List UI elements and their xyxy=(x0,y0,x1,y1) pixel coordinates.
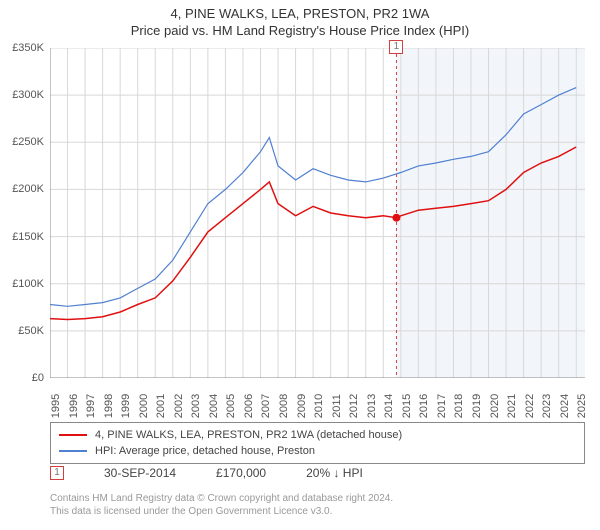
x-tick-label: 1997 xyxy=(85,394,97,418)
credits: Contains HM Land Registry data © Crown c… xyxy=(50,492,585,518)
y-tick-label: £200K xyxy=(12,183,44,195)
x-tick-label: 2014 xyxy=(383,394,395,418)
credits-line-2: This data is licensed under the Open Gov… xyxy=(50,505,585,518)
sale-pct: 20% ↓ HPI xyxy=(306,466,363,480)
x-tick-label: 1995 xyxy=(50,394,62,418)
sale-price: £170,000 xyxy=(216,466,266,480)
x-tick-label: 2024 xyxy=(559,394,571,418)
y-axis: £0£50K£100K£150K£200K£250K£300K£350K xyxy=(0,48,48,378)
credits-line-1: Contains HM Land Registry data © Crown c… xyxy=(50,492,585,505)
y-tick-label: £50K xyxy=(18,325,44,337)
legend-row-1: 4, PINE WALKS, LEA, PRESTON, PR2 1WA (de… xyxy=(59,427,576,443)
x-tick-label: 2017 xyxy=(436,394,448,418)
x-tick-label: 2015 xyxy=(401,394,413,418)
x-tick-label: 2004 xyxy=(208,394,220,418)
y-tick-label: £250K xyxy=(12,136,44,148)
x-tick-label: 2009 xyxy=(296,394,308,418)
legend: 4, PINE WALKS, LEA, PRESTON, PR2 1WA (de… xyxy=(50,422,585,464)
x-tick-label: 2018 xyxy=(453,394,465,418)
x-tick-label: 1998 xyxy=(103,394,115,418)
y-tick-label: £100K xyxy=(12,278,44,290)
title-block: 4, PINE WALKS, LEA, PRESTON, PR2 1WA Pri… xyxy=(0,0,600,38)
y-tick-label: £150K xyxy=(12,231,44,243)
x-tick-label: 2001 xyxy=(155,394,167,418)
x-tick-label: 2000 xyxy=(138,394,150,418)
chart-title-sub: Price paid vs. HM Land Registry's House … xyxy=(0,23,600,38)
y-tick-label: £350K xyxy=(12,42,44,54)
x-tick-label: 2007 xyxy=(260,394,272,418)
x-tick-label: 2005 xyxy=(225,394,237,418)
x-tick-label: 2002 xyxy=(173,394,185,418)
x-tick-label: 2019 xyxy=(471,394,483,418)
x-tick-label: 2006 xyxy=(243,394,255,418)
x-tick-label: 2016 xyxy=(418,394,430,418)
x-tick-label: 2013 xyxy=(366,394,378,418)
x-tick-label: 2021 xyxy=(506,394,518,418)
legend-row-2: HPI: Average price, detached house, Pres… xyxy=(59,443,576,459)
x-axis: 1995 1996 1997 1998 1999 2000 2001 2002 2003 2004… xyxy=(50,378,585,418)
x-tick-label: 1999 xyxy=(120,394,132,418)
plot-svg xyxy=(50,48,585,378)
x-tick-label: 2012 xyxy=(348,394,360,418)
x-tick-label: 2023 xyxy=(541,394,553,418)
legend-label-1: 4, PINE WALKS, LEA, PRESTON, PR2 1WA (de… xyxy=(95,429,402,441)
y-tick-label: £0 xyxy=(32,372,44,384)
sale-marker-box: 1 xyxy=(389,40,403,54)
sale-row-marker: 1 xyxy=(50,466,64,480)
sale-date: 30-SEP-2014 xyxy=(104,466,176,480)
x-tick-label: 2022 xyxy=(524,394,536,418)
chart-title-main: 4, PINE WALKS, LEA, PRESTON, PR2 1WA xyxy=(0,6,600,21)
x-tick-label: 2011 xyxy=(331,394,343,418)
chart-container: 4, PINE WALKS, LEA, PRESTON, PR2 1WA Pri… xyxy=(0,0,600,530)
sale-marker-flag: 1 xyxy=(389,36,403,54)
x-tick-label: 1996 xyxy=(68,394,80,418)
plot-area xyxy=(50,48,585,378)
x-tick-label: 2010 xyxy=(313,394,325,418)
x-tick-label: 2025 xyxy=(576,394,588,418)
y-tick-label: £300K xyxy=(12,89,44,101)
sale-row: 1 30-SEP-2014 £170,000 20% ↓ HPI xyxy=(50,466,585,480)
x-tick-label: 2020 xyxy=(489,394,501,418)
legend-label-2: HPI: Average price, detached house, Pres… xyxy=(95,445,315,457)
x-tick-label: 2003 xyxy=(190,394,202,418)
x-tick-label: 2008 xyxy=(278,394,290,418)
legend-swatch-2 xyxy=(59,450,87,452)
legend-swatch-1 xyxy=(59,434,87,436)
